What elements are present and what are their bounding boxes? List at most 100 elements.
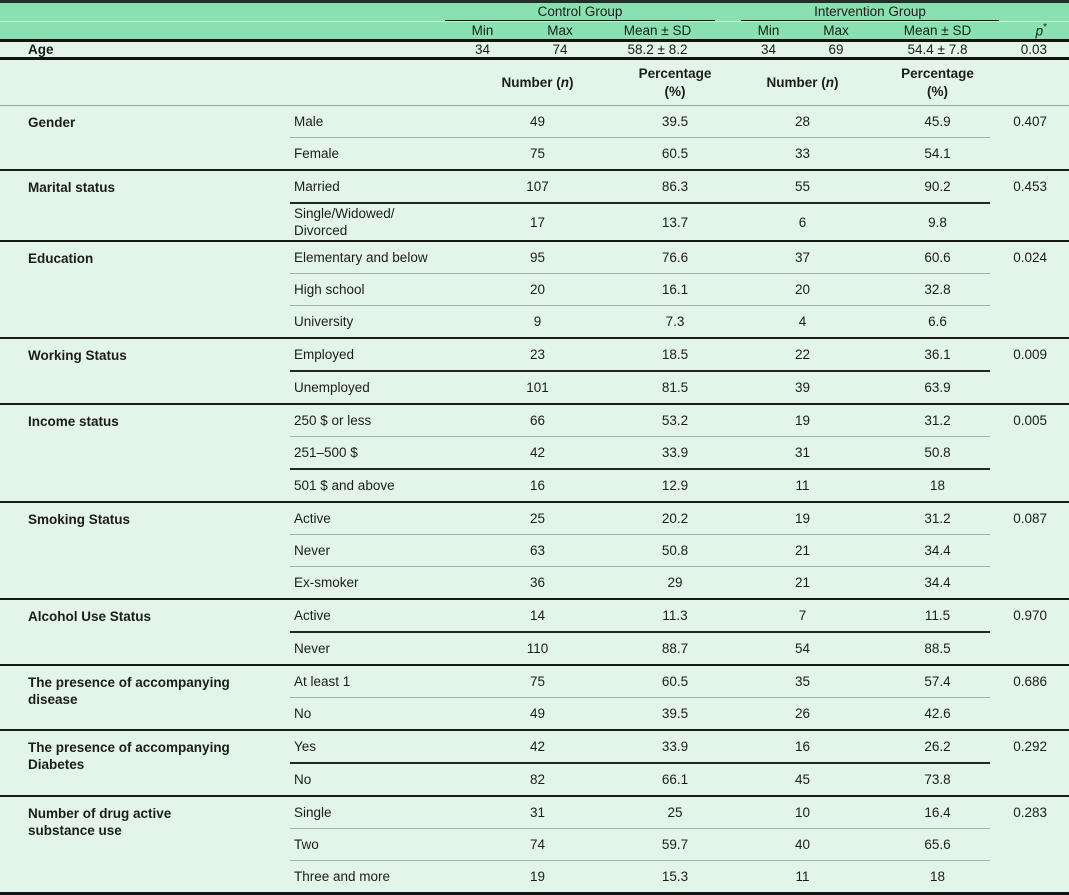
intervention-n-value: 4 <box>798 314 807 329</box>
table-section: Marital status Married 107 86.3 55 90.2 0.453 S… <box>0 171 1069 242</box>
control-pct-value: 12.9 <box>661 478 689 493</box>
intervention-pct-value: 11.5 <box>924 608 951 623</box>
table-row: Single 31 25 10 16.4 0.283 <box>290 797 1069 828</box>
section-rows: At least 1 75 60.5 35 57.4 0.686 No 49 39.5 26 42.… <box>290 666 1069 729</box>
control-pct-value: 20.2 <box>661 511 689 526</box>
category-label: The presence of accompanying Diabetes <box>28 740 230 772</box>
intervention-n-value: 35 <box>794 674 811 689</box>
intervention-n-value: 21 <box>794 575 811 590</box>
control-n-value: 9 <box>533 314 542 329</box>
table-row: Active 14 11.3 7 11.5 0.970 <box>290 600 1069 631</box>
p-value: 0.024 <box>1013 250 1047 265</box>
subcategory-label: 501 $ and above <box>294 478 395 493</box>
category-label: The presence of accompanying disease <box>28 675 230 707</box>
table-row: Female 75 60.5 33 54.1 <box>290 138 1069 169</box>
control-n-value: 25 <box>529 511 546 526</box>
section-rows: Married 107 86.3 55 90.2 0.453 Single/Widowed/… <box>290 171 1069 240</box>
control-pct-value: 16.1 <box>661 282 689 297</box>
intervention-min-value: 34 <box>760 41 777 57</box>
table-row: No 49 39.5 26 42.6 <box>290 698 1069 729</box>
control-pct-value: 18.5 <box>661 347 689 362</box>
intervention-n-value: 40 <box>794 837 811 852</box>
table-section: Alcohol Use Status Active 14 11.3 7 11.5 0.970… <box>0 600 1069 666</box>
p-column-header: p* <box>999 22 1069 39</box>
p-value: 0.970 <box>1013 608 1047 623</box>
subcategory-label: Ex-smoker <box>294 575 359 590</box>
control-pct-value: 39.5 <box>661 706 689 721</box>
control-pct-value: 88.7 <box>661 641 689 656</box>
row-divider <box>290 631 990 633</box>
intervention-pct-value: 73.8 <box>924 772 951 787</box>
category-label: Working Status <box>28 348 127 363</box>
control-n-value: 42 <box>529 445 546 460</box>
table-row: Never 110 88.7 54 88.5 <box>290 633 1069 664</box>
p-value: 0.005 <box>1013 413 1047 428</box>
control-n-value: 66 <box>529 413 546 428</box>
subcategory-label: Single <box>294 805 332 820</box>
subcategory-label: Female <box>294 146 340 161</box>
p-asterisk: * <box>1043 22 1047 34</box>
count-header-row: Number (n) Percentage (%) Number (n) Per… <box>0 60 1069 106</box>
control-pct-value: 29 <box>667 575 683 590</box>
subcategory-label: Yes <box>294 739 317 754</box>
section-rows: Yes 42 33.9 16 26.2 0.292 No 82 66.1 45 73.8 <box>290 731 1069 795</box>
control-pct-value: 25 <box>667 805 683 820</box>
control-pct-value: 76.6 <box>661 250 689 265</box>
control-n-value: 42 <box>529 739 546 754</box>
row-divider <box>290 566 990 567</box>
category-label: Income status <box>28 414 119 429</box>
table-row: At least 1 75 60.5 35 57.4 0.686 <box>290 666 1069 697</box>
table-row: Two 74 59.7 40 65.6 <box>290 829 1069 860</box>
row-divider <box>290 697 990 698</box>
p-value: 0.453 <box>1013 179 1047 194</box>
intervention-pct-value: 34.4 <box>924 543 951 558</box>
intervention-n-value: 55 <box>794 179 811 194</box>
intervention-pct-value: 34.4 <box>924 575 951 590</box>
table-body: Gender Male 49 39.5 28 45.9 0.407 Female 75 60.5 3… <box>0 106 1069 892</box>
control-meansd-value: 58.2 ± 8.2 <box>627 41 688 57</box>
intervention-n-value: 26 <box>794 706 811 721</box>
number-label-post: ) <box>834 74 839 90</box>
row-divider <box>290 370 990 372</box>
table-row: Active 25 20.2 19 31.2 0.087 <box>290 503 1069 534</box>
table-row: Single/Widowed/ Divorced 17 13.7 6 9.8 <box>290 204 1069 240</box>
p-value: 0.407 <box>1013 114 1047 129</box>
control-n-value: 75 <box>529 146 546 161</box>
table-section: The presence of accompanying disease At l… <box>0 666 1069 731</box>
control-pct-value: 50.8 <box>661 543 689 558</box>
control-pct-value: 81.5 <box>661 380 689 395</box>
control-pct-value: 60.5 <box>661 146 689 161</box>
control-pct-value: 60.5 <box>661 674 689 689</box>
p-italic: p <box>1035 23 1044 39</box>
control-n-value: 36 <box>529 575 546 590</box>
intervention-max-value: 69 <box>828 41 844 57</box>
control-pct-value: 59.7 <box>661 837 689 852</box>
subcategory-label: Active <box>294 511 331 526</box>
table-section: Smoking Status Active 25 20.2 19 31.2 0.087 Nev… <box>0 503 1069 600</box>
row-divider <box>290 534 990 535</box>
age-row: Age 34 74 58.2 ± 8.2 34 69 54.4 ± 7.8 0.… <box>0 42 1069 60</box>
row-divider <box>290 860 990 861</box>
subcategory-label: Never <box>294 641 331 656</box>
intervention-n-value: 11 <box>795 869 810 884</box>
category-label: Number of drug active substance use <box>28 806 172 838</box>
section-rows: Employed 23 18.5 22 36.1 0.009 Unemployed 101 81… <box>290 339 1069 403</box>
control-n-value: 20 <box>529 282 546 297</box>
table-row: No 82 66.1 45 73.8 <box>290 764 1069 795</box>
intervention-pct-value: 32.8 <box>924 282 951 297</box>
intervention-pct-value: 60.6 <box>924 250 951 265</box>
number-n-italic: n <box>825 74 834 90</box>
control-percentage-header: Percentage (%) <box>638 65 712 99</box>
intervention-n-value: 11 <box>795 478 810 493</box>
intervention-number-header: Number (n) <box>720 74 885 92</box>
subcategory-label: No <box>294 706 312 721</box>
table-section: Education Elementary and below 95 76.6 37 60.… <box>0 242 1069 339</box>
intervention-pct-value: 90.2 <box>924 179 951 194</box>
subcategory-label: No <box>294 772 312 787</box>
intervention-pct-value: 31.2 <box>924 511 951 526</box>
intervention-pct-value: 18 <box>929 869 946 884</box>
control-pct-value: 39.5 <box>661 114 689 129</box>
intervention-pct-value: 88.5 <box>924 641 951 656</box>
category-label: Alcohol Use Status <box>28 609 152 624</box>
